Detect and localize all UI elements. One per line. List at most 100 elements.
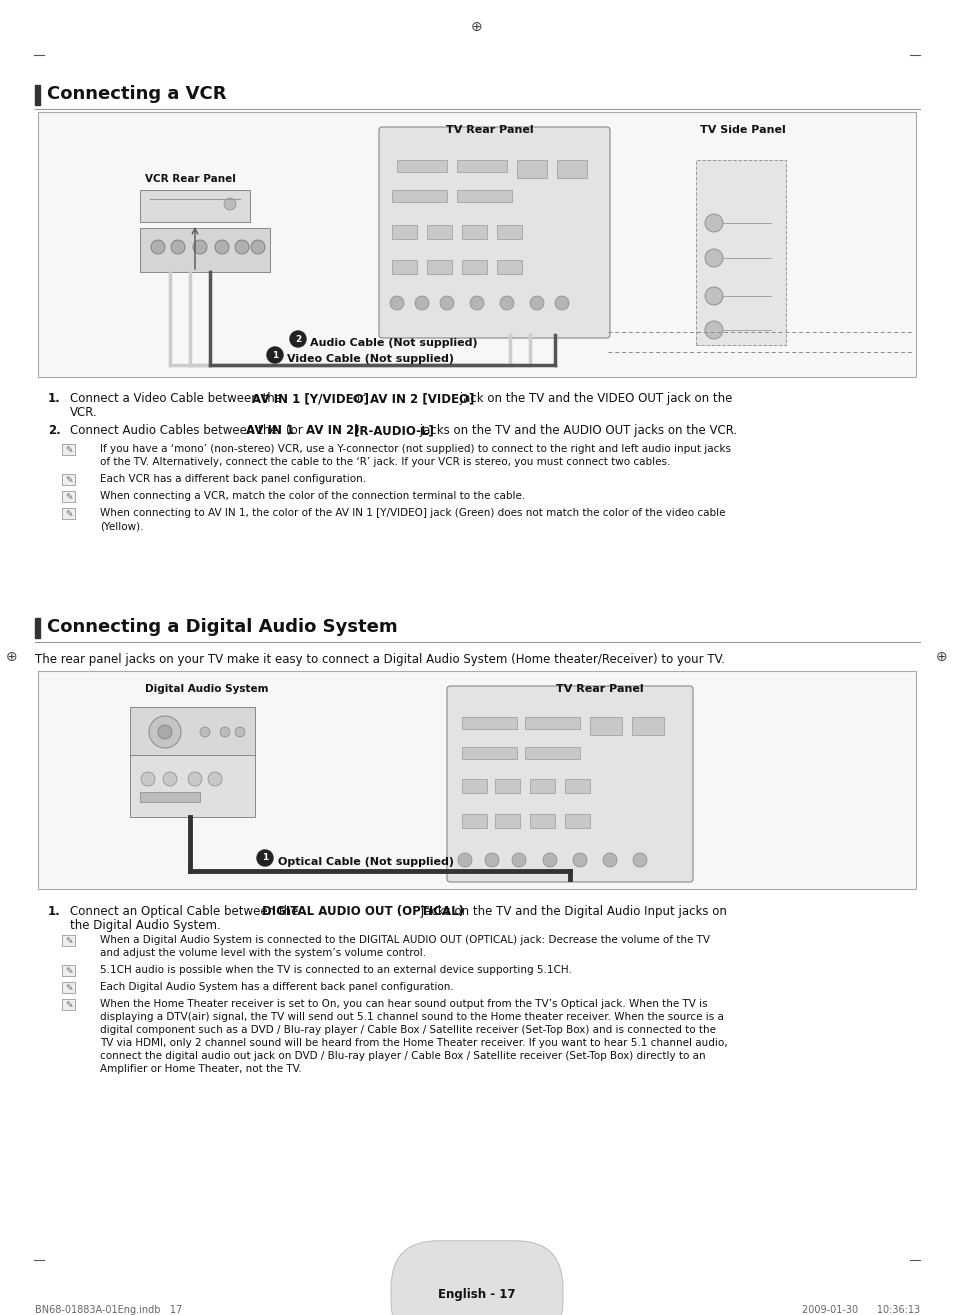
Circle shape bbox=[158, 725, 172, 739]
Text: Connecting a VCR: Connecting a VCR bbox=[47, 85, 226, 103]
Text: ✎: ✎ bbox=[65, 493, 72, 502]
Text: the Digital Audio System.: the Digital Audio System. bbox=[70, 919, 220, 932]
Bar bbox=[524, 717, 579, 729]
Circle shape bbox=[573, 853, 586, 867]
Text: 2.: 2. bbox=[48, 423, 61, 437]
Bar bbox=[564, 778, 589, 793]
Text: 2: 2 bbox=[294, 334, 301, 343]
Text: ⊕: ⊕ bbox=[471, 20, 482, 34]
Text: When connecting a VCR, match the color of the connection terminal to the cable.: When connecting a VCR, match the color o… bbox=[100, 490, 525, 501]
Bar bbox=[696, 160, 785, 345]
Bar bbox=[456, 160, 506, 172]
Circle shape bbox=[200, 727, 210, 736]
Circle shape bbox=[220, 727, 230, 736]
Bar bbox=[130, 707, 254, 757]
Bar bbox=[140, 189, 250, 222]
Text: ✎: ✎ bbox=[65, 510, 72, 519]
Text: Each VCR has a different back panel configuration.: Each VCR has a different back panel conf… bbox=[100, 473, 366, 484]
Text: ⊕: ⊕ bbox=[935, 650, 947, 664]
Text: If you have a ‘mono’ (non-stereo) VCR, use a Y-connector (not supplied) to conne: If you have a ‘mono’ (non-stereo) VCR, u… bbox=[100, 444, 730, 454]
Circle shape bbox=[704, 287, 722, 305]
Bar bbox=[35, 618, 40, 638]
Bar bbox=[461, 260, 486, 274]
Circle shape bbox=[141, 772, 154, 786]
Text: Digital Audio System: Digital Audio System bbox=[145, 684, 268, 694]
Text: ✎: ✎ bbox=[65, 967, 72, 976]
Circle shape bbox=[542, 853, 557, 867]
Text: (or: (or bbox=[286, 423, 306, 437]
Text: TV via HDMI, only 2 channel sound will be heard from the Home Theater receiver. : TV via HDMI, only 2 channel sound will b… bbox=[100, 1038, 727, 1048]
FancyBboxPatch shape bbox=[378, 128, 609, 338]
Bar bbox=[62, 444, 75, 455]
Text: English - 17: English - 17 bbox=[437, 1287, 516, 1301]
Circle shape bbox=[457, 853, 472, 867]
Bar bbox=[392, 189, 447, 203]
Bar bbox=[62, 490, 75, 502]
Text: 1: 1 bbox=[262, 853, 268, 863]
Text: 1: 1 bbox=[272, 351, 278, 359]
Text: connect the digital audio out jack on DVD / Blu-ray player / Cable Box / Satelli: connect the digital audio out jack on DV… bbox=[100, 1051, 705, 1061]
Bar bbox=[631, 717, 663, 735]
Text: AV IN 1: AV IN 1 bbox=[246, 423, 294, 437]
Circle shape bbox=[415, 296, 429, 310]
Circle shape bbox=[439, 296, 454, 310]
Bar bbox=[62, 982, 75, 993]
Text: AV IN 2): AV IN 2) bbox=[306, 423, 359, 437]
Bar bbox=[62, 473, 75, 485]
Text: Audio Cable (Not supplied): Audio Cable (Not supplied) bbox=[310, 338, 477, 348]
Text: 5.1CH audio is possible when the TV is connected to an external device supportin: 5.1CH audio is possible when the TV is c… bbox=[100, 965, 571, 974]
Bar bbox=[392, 225, 416, 239]
Circle shape bbox=[530, 296, 543, 310]
Circle shape bbox=[214, 241, 229, 254]
Bar bbox=[461, 747, 517, 759]
Circle shape bbox=[171, 241, 185, 254]
Bar bbox=[62, 999, 75, 1010]
Bar bbox=[396, 160, 447, 172]
Bar bbox=[461, 717, 517, 729]
Bar bbox=[62, 965, 75, 976]
Circle shape bbox=[251, 241, 265, 254]
Text: displaying a DTV(air) signal, the TV will send out 5.1 channel sound to the Home: displaying a DTV(air) signal, the TV wil… bbox=[100, 1013, 723, 1022]
Circle shape bbox=[555, 296, 568, 310]
Text: 2009-01-30      10:36:13: 2009-01-30 10:36:13 bbox=[801, 1304, 919, 1315]
Text: (Yellow).: (Yellow). bbox=[100, 521, 143, 531]
Text: Connect Audio Cables between the: Connect Audio Cables between the bbox=[70, 423, 281, 437]
Bar bbox=[495, 814, 519, 828]
Text: [R-AUDIO-L]: [R-AUDIO-L] bbox=[354, 423, 434, 437]
Bar bbox=[392, 260, 416, 274]
Bar bbox=[557, 160, 586, 178]
Text: TV Rear Panel: TV Rear Panel bbox=[446, 125, 534, 135]
Circle shape bbox=[208, 772, 222, 786]
Circle shape bbox=[484, 853, 498, 867]
Circle shape bbox=[193, 241, 207, 254]
Text: and adjust the volume level with the system’s volume control.: and adjust the volume level with the sys… bbox=[100, 948, 426, 959]
Text: ✎: ✎ bbox=[65, 476, 72, 485]
Bar bbox=[524, 747, 579, 759]
Circle shape bbox=[256, 849, 273, 867]
Text: jack on the TV and the VIDEO OUT jack on the: jack on the TV and the VIDEO OUT jack on… bbox=[456, 392, 732, 405]
Circle shape bbox=[390, 296, 403, 310]
Text: Connect a Video Cable between the: Connect a Video Cable between the bbox=[70, 392, 286, 405]
Bar bbox=[38, 671, 915, 889]
Text: AV IN 2 [VIDEO]: AV IN 2 [VIDEO] bbox=[370, 392, 474, 405]
Text: VCR.: VCR. bbox=[70, 406, 97, 419]
Bar bbox=[461, 814, 486, 828]
Bar bbox=[564, 814, 589, 828]
Text: Amplifier or Home Theater, not the TV.: Amplifier or Home Theater, not the TV. bbox=[100, 1064, 301, 1074]
Bar bbox=[456, 189, 512, 203]
Text: When a Digital Audio System is connected to the DIGITAL AUDIO OUT (OPTICAL) jack: When a Digital Audio System is connected… bbox=[100, 935, 709, 945]
Circle shape bbox=[290, 331, 306, 347]
Text: Connecting a Digital Audio System: Connecting a Digital Audio System bbox=[47, 618, 397, 636]
Bar bbox=[495, 778, 519, 793]
Bar bbox=[497, 225, 521, 239]
Bar bbox=[497, 260, 521, 274]
Bar bbox=[530, 814, 555, 828]
Text: ✎: ✎ bbox=[65, 938, 72, 945]
Bar bbox=[130, 755, 254, 817]
Text: or: or bbox=[349, 392, 368, 405]
Text: TV Rear Panel: TV Rear Panel bbox=[556, 684, 643, 694]
Circle shape bbox=[633, 853, 646, 867]
Bar bbox=[461, 778, 486, 793]
Circle shape bbox=[704, 214, 722, 231]
Text: jacks on the TV and the AUDIO OUT jacks on the VCR.: jacks on the TV and the AUDIO OUT jacks … bbox=[416, 423, 737, 437]
